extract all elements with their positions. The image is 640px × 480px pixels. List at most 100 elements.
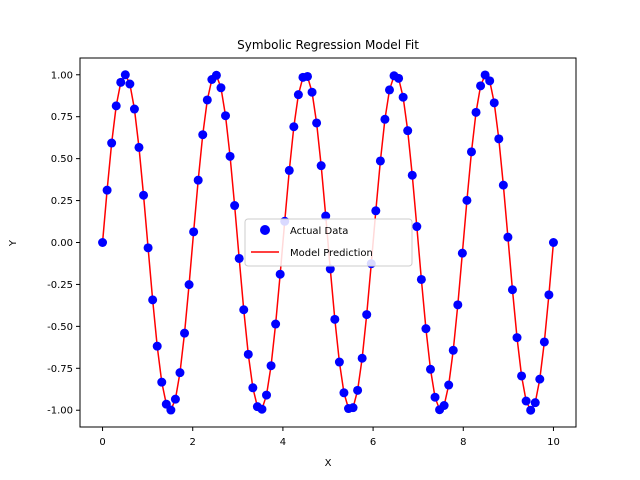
- data-point: [316, 161, 326, 171]
- data-point: [357, 353, 367, 363]
- y-tick-label: -0.50: [47, 322, 73, 333]
- data-point: [530, 398, 540, 408]
- data-point: [152, 341, 162, 351]
- data-point: [111, 101, 121, 111]
- data-point: [180, 328, 190, 338]
- y-tick-label: 0.50: [51, 154, 73, 165]
- data-point: [453, 300, 463, 310]
- y-axis-ticks: -1.00 -0.75 -0.50 -0.25 0.00 0.25 0.50 0.75 1.00: [47, 70, 80, 417]
- data-point: [471, 107, 481, 117]
- y-tick-label: -1.00: [47, 406, 73, 417]
- x-tick-label: 8: [460, 437, 466, 448]
- data-point: [539, 337, 549, 347]
- data-point: [129, 104, 139, 114]
- data-point: [457, 248, 467, 258]
- data-point: [430, 392, 440, 402]
- data-point: [134, 142, 144, 152]
- data-point: [148, 295, 158, 305]
- data-point: [466, 147, 476, 157]
- data-point: [139, 190, 149, 200]
- y-tick-label: -0.75: [47, 364, 73, 375]
- data-point: [448, 345, 458, 355]
- data-point: [175, 368, 185, 378]
- data-point: [425, 364, 435, 374]
- chart-title: Symbolic Regression Model Fit: [237, 38, 419, 52]
- y-axis-label: Y: [8, 239, 19, 247]
- data-point: [216, 83, 226, 93]
- data-point: [421, 324, 431, 334]
- x-tick-label: 10: [547, 437, 560, 448]
- x-tick-label: 6: [370, 437, 376, 448]
- data-point: [512, 333, 522, 343]
- legend: Actual Data Model Prediction: [244, 218, 413, 267]
- y-tick-label: 0.00: [51, 238, 73, 249]
- data-point: [330, 314, 340, 324]
- data-point: [412, 222, 422, 232]
- data-point: [503, 232, 513, 242]
- data-point: [353, 385, 363, 395]
- data-point: [462, 195, 472, 205]
- data-point: [494, 134, 504, 144]
- data-point: [166, 405, 176, 415]
- data-point: [384, 85, 394, 95]
- data-point: [526, 405, 536, 415]
- data-point: [120, 70, 130, 80]
- data-point: [211, 70, 221, 80]
- data-point: [157, 377, 167, 387]
- x-axis-ticks: 0 2 4 6 8 10: [99, 427, 560, 448]
- data-point: [107, 138, 117, 148]
- x-tick-label: 0: [99, 437, 105, 448]
- data-point: [325, 264, 335, 274]
- data-point: [380, 114, 390, 124]
- x-axis-label: X: [325, 458, 332, 469]
- data-point: [170, 394, 180, 404]
- y-tick-label: 1.00: [51, 70, 73, 81]
- data-point: [266, 361, 276, 371]
- data-point: [143, 243, 153, 253]
- data-point: [375, 156, 385, 166]
- data-point: [507, 285, 517, 295]
- y-tick-label: -0.25: [47, 280, 73, 291]
- data-point: [416, 274, 426, 284]
- data-point: [439, 401, 449, 410]
- y-tick-label: 0.25: [51, 196, 73, 207]
- data-point: [262, 390, 272, 400]
- legend-marker-actual-data: [260, 225, 270, 235]
- data-point: [321, 211, 331, 221]
- legend-label-actual-data: Actual Data: [290, 226, 348, 237]
- y-tick-label: 0.75: [51, 112, 73, 123]
- data-point: [257, 404, 267, 414]
- data-point: [407, 170, 417, 180]
- data-point: [184, 280, 194, 290]
- data-point: [312, 118, 322, 128]
- data-point: [348, 403, 358, 413]
- data-point: [398, 92, 408, 102]
- data-point: [116, 77, 126, 87]
- data-point: [289, 122, 299, 132]
- data-point: [444, 380, 454, 390]
- data-point: [234, 253, 244, 263]
- data-point: [544, 290, 554, 300]
- data-point: [334, 357, 344, 367]
- data-point: [193, 175, 203, 185]
- data-point: [489, 98, 499, 108]
- x-tick-label: 2: [190, 437, 196, 448]
- data-point: [243, 349, 253, 359]
- data-point: [221, 111, 231, 121]
- x-tick-label: 4: [280, 437, 286, 448]
- data-point: [102, 185, 112, 195]
- data-point: [535, 374, 545, 384]
- data-point: [230, 201, 240, 211]
- data-point: [403, 126, 413, 136]
- data-point: [248, 383, 258, 393]
- data-point: [307, 87, 317, 97]
- data-point: [275, 269, 285, 279]
- data-point: [271, 319, 281, 329]
- data-point: [548, 238, 558, 247]
- data-point: [498, 180, 508, 190]
- data-point: [293, 90, 303, 100]
- data-point: [189, 227, 199, 237]
- legend-label-model-prediction: Model Prediction: [290, 248, 373, 259]
- data-point: [476, 81, 486, 91]
